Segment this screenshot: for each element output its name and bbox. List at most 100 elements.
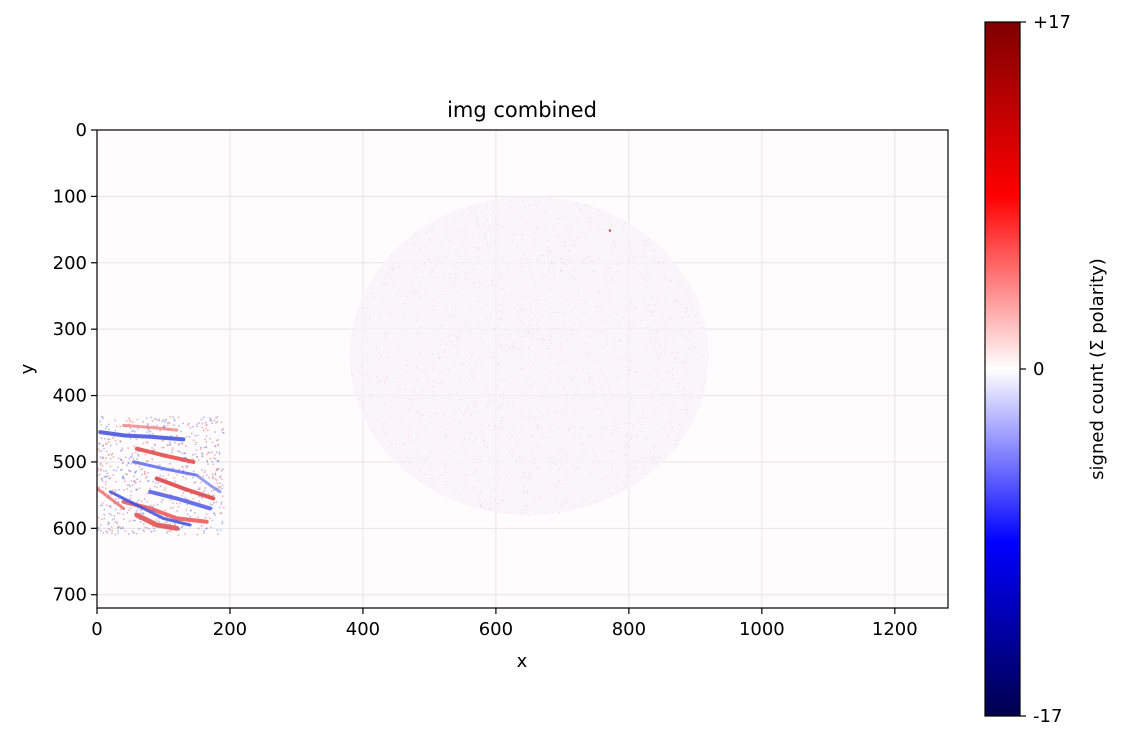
disc-speckle [351, 346, 353, 348]
disc-speckle [628, 260, 630, 262]
disc-speckle [509, 347, 511, 349]
disc-speckle [507, 406, 509, 408]
disc-speckle [489, 399, 491, 401]
disc-speckle [404, 388, 406, 390]
hand-speckle [111, 532, 113, 534]
hand-speckle [219, 529, 222, 532]
hand-speckle [103, 437, 106, 440]
disc-speckle [677, 367, 679, 369]
disc-speckle [455, 351, 457, 353]
disc-speckle [577, 384, 579, 386]
disc-speckle [536, 426, 538, 428]
hand-speckle [129, 497, 131, 500]
disc-speckle [503, 379, 505, 381]
disc-speckle [433, 447, 435, 449]
disc-speckle [464, 239, 466, 241]
disc-speckle [454, 273, 456, 275]
disc-speckle [589, 380, 591, 382]
hand-speckle [187, 462, 189, 464]
disc-speckle [666, 322, 668, 324]
hand-speckle [136, 501, 138, 503]
hand-speckle [218, 453, 221, 455]
hand-speckle [135, 463, 137, 466]
disc-speckle [547, 289, 549, 291]
disc-speckle [477, 216, 479, 218]
disc-speckle [484, 297, 486, 299]
disc-speckle [517, 217, 519, 219]
disc-speckle [383, 283, 385, 285]
disc-speckle [630, 398, 632, 400]
disc-speckle [461, 237, 463, 239]
disc-speckle [528, 413, 530, 415]
hand-speckle [149, 487, 151, 490]
disc-speckle [604, 425, 606, 427]
hand-speckle [182, 524, 185, 526]
hand-speckle [178, 468, 180, 471]
disc-speckle [625, 422, 627, 424]
hand-speckle [215, 501, 218, 503]
disc-speckle [358, 398, 360, 400]
disc-speckle [636, 434, 638, 436]
disc-speckle [613, 241, 615, 243]
hand-speckle [211, 495, 214, 497]
disc-speckle [571, 343, 573, 345]
disc-speckle [603, 373, 605, 375]
hand-speckle [152, 480, 154, 483]
hand-speckle [113, 435, 115, 438]
hand-speckle [111, 529, 114, 532]
hand-speckle [100, 477, 103, 480]
disc-speckle [617, 264, 619, 266]
hand-speckle [201, 426, 203, 429]
hand-speckle [174, 441, 176, 444]
hand-speckle [220, 512, 223, 514]
disc-speckle [669, 409, 671, 411]
hand-speckle [101, 502, 104, 504]
disc-speckle [462, 442, 464, 444]
disc-speckle [408, 462, 410, 464]
disc-speckle [666, 370, 668, 372]
disc-speckle [598, 415, 600, 417]
y-tick-label: 0 [76, 120, 87, 141]
hand-speckle [104, 487, 107, 490]
disc-speckle [497, 363, 499, 365]
disc-speckle [677, 352, 679, 354]
disc-speckle [616, 313, 618, 315]
disc-speckle [487, 244, 489, 246]
disc-speckle [419, 470, 421, 472]
disc-speckle [502, 393, 504, 395]
disc-speckle [566, 259, 568, 261]
hand-speckle [169, 462, 171, 465]
disc-speckle [662, 403, 664, 405]
hand-speckle [127, 462, 130, 465]
disc-speckle [636, 436, 638, 438]
disc-speckle [468, 493, 470, 495]
disc-speckle [664, 337, 666, 339]
disc-speckle [356, 318, 358, 320]
hand-speckle [172, 416, 174, 418]
hand-speckle [161, 446, 163, 449]
hand-speckle [99, 433, 102, 435]
disc-speckle [544, 275, 546, 277]
disc-speckle [398, 265, 400, 267]
hand-speckle [180, 430, 182, 433]
disc-speckle [483, 330, 485, 332]
hand-speckle [114, 520, 116, 523]
disc-speckle [366, 413, 368, 415]
disc-speckle [607, 228, 609, 230]
disc-speckle [569, 225, 571, 227]
disc-speckle [445, 472, 447, 474]
hand-speckle [205, 527, 207, 530]
hand-speckle [146, 431, 149, 433]
disc-speckle [538, 201, 540, 203]
hand-speckle [106, 531, 108, 534]
disc-speckle [421, 362, 423, 364]
hand-speckle [167, 530, 169, 533]
disc-speckle [649, 337, 651, 339]
hand-speckle [158, 517, 160, 520]
disc-speckle [606, 343, 608, 345]
disc-speckle [367, 338, 369, 340]
disc-speckle [517, 246, 519, 248]
disc-speckle [611, 463, 613, 465]
hand-speckle [185, 445, 187, 447]
disc-speckle [414, 390, 416, 392]
